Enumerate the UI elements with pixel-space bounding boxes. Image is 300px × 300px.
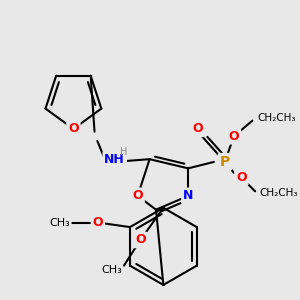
Text: CH₃: CH₃ [101,265,122,275]
Text: CH₂CH₃: CH₂CH₃ [260,188,298,198]
Text: H: H [120,147,128,157]
Text: O: O [135,233,146,246]
Text: P: P [220,155,230,169]
Text: NH: NH [104,153,125,166]
Text: O: O [92,216,103,229]
Text: CH₃: CH₃ [50,218,70,227]
Text: O: O [229,130,239,143]
Text: O: O [132,189,143,203]
Text: N: N [183,189,193,203]
Text: O: O [192,122,202,135]
Text: O: O [236,171,247,184]
Text: CH₂CH₃: CH₂CH₃ [257,113,296,123]
Text: O: O [68,122,79,135]
